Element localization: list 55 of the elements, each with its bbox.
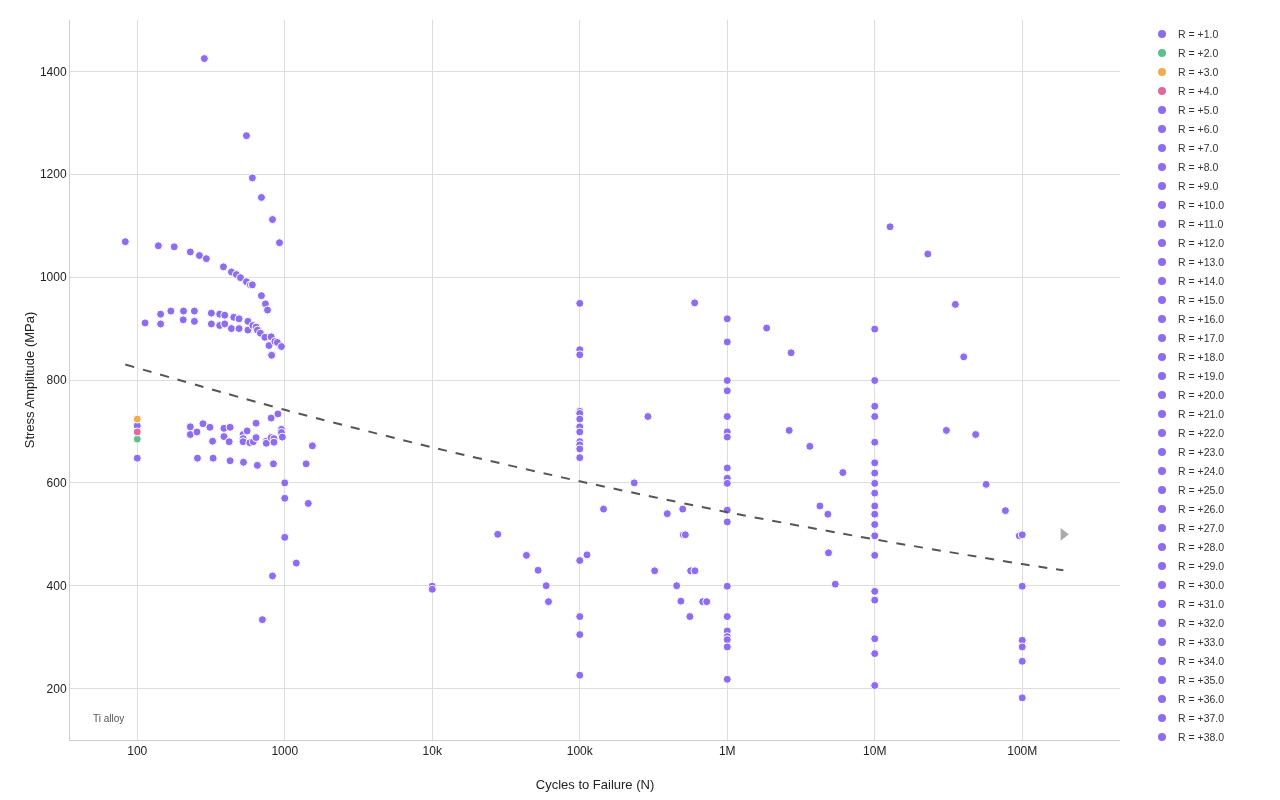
legend-label: R = +7.0	[1178, 141, 1219, 154]
legend-label: R = +6.0	[1178, 122, 1219, 135]
legend-label: R = +12.0	[1178, 236, 1225, 249]
legend-label: R = +25.0	[1178, 483, 1225, 496]
x-tick-label: 100k	[566, 744, 594, 759]
legend-label: R = +2.0	[1178, 46, 1219, 59]
legend-label: R = +17.0	[1178, 331, 1225, 344]
x-tick-label: 100M	[1007, 744, 1038, 759]
legend-label: R = +16.0	[1178, 312, 1225, 325]
legend-label: R = +30.0	[1178, 578, 1225, 591]
legend-label: R = +22.0	[1178, 426, 1225, 439]
legend-label: R = +29.0	[1178, 559, 1225, 572]
legend-label: R = +4.0	[1178, 84, 1219, 97]
legend-label: R = +15.0	[1178, 293, 1225, 306]
legend-label: R = +21.0	[1178, 407, 1225, 420]
legend-label: R = +9.0	[1178, 179, 1219, 192]
legend-label: R = +28.0	[1178, 540, 1225, 553]
y-tick-label: 200	[46, 681, 67, 696]
y-tick-label: 1000	[39, 270, 67, 285]
legend-label: R = +10.0	[1178, 198, 1225, 211]
legend-label: R = +1.0	[1178, 27, 1219, 40]
x-tick-label: 10M	[863, 744, 887, 759]
legend-label: R = +27.0	[1178, 521, 1225, 534]
annotation: Ti alloy	[93, 713, 125, 724]
legend-label: R = +20.0	[1178, 388, 1225, 401]
legend-label: R = +35.0	[1178, 673, 1225, 686]
legend-label: R = +34.0	[1178, 654, 1225, 667]
x-tick-label: 100	[127, 744, 148, 759]
legend-label: R = +36.0	[1178, 692, 1225, 705]
legend-label: R = +32.0	[1178, 616, 1225, 629]
y-tick-label: 600	[46, 476, 67, 491]
legend-label: R = +24.0	[1178, 464, 1225, 477]
y-tick-label: 1400	[39, 64, 67, 79]
x-tick-label: 1M	[718, 744, 736, 759]
y-tick-label: 1200	[39, 167, 67, 182]
y-axis-title: Stress Amplitude (MPa)	[22, 311, 37, 449]
legend-label: R = +3.0	[1178, 65, 1219, 78]
legend-label: R = +13.0	[1178, 255, 1225, 268]
legend-label: R = +19.0	[1178, 369, 1225, 382]
legend-label: R = +18.0	[1178, 350, 1225, 363]
legend-label: R = +11.0	[1178, 217, 1224, 230]
y-tick-label: 800	[46, 373, 67, 388]
legend-label: R = +38.0	[1178, 730, 1225, 743]
legend-label: R = +23.0	[1178, 445, 1225, 458]
legend-label: R = +37.0	[1178, 711, 1225, 724]
legend-label: R = +26.0	[1178, 502, 1225, 515]
x-tick-label: 10k	[422, 744, 443, 759]
legend-label: R = +31.0	[1178, 597, 1225, 610]
legend-label: R = +33.0	[1178, 635, 1225, 648]
y-tick-label: 400	[46, 578, 67, 593]
x-tick-label: 1000	[271, 744, 299, 759]
x-axis-title: Cycles to Failure (N)	[535, 777, 655, 792]
legend-label: R = +5.0	[1178, 103, 1219, 116]
legend-label: R = +14.0	[1178, 274, 1225, 287]
legend-label: R = +8.0	[1178, 160, 1219, 173]
